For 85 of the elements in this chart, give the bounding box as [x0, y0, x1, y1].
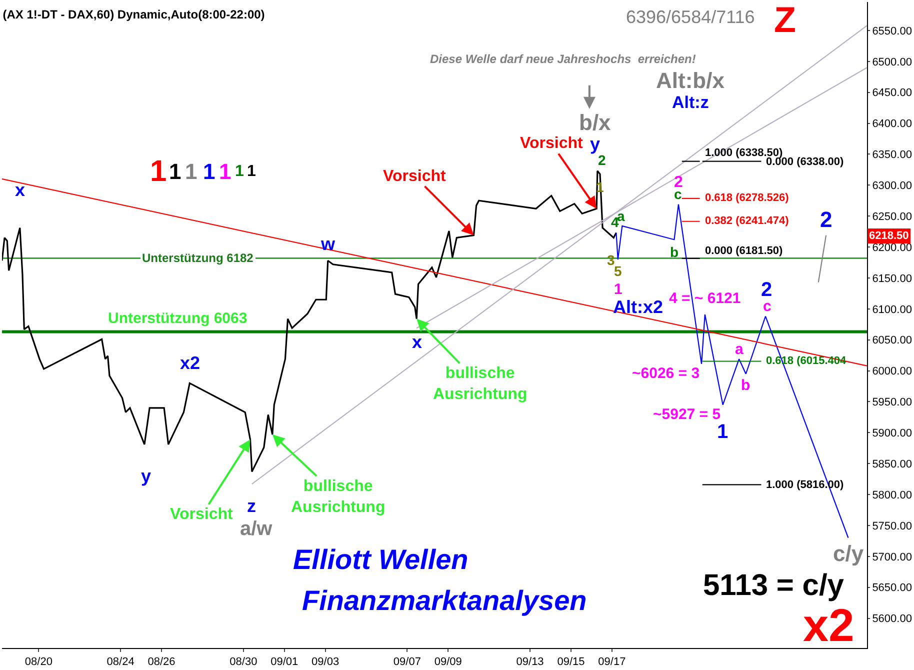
annotation: 0.618 (6278.526): [705, 192, 790, 204]
y-tick-label: 5750.00: [872, 520, 912, 532]
annotation: b: [670, 244, 679, 260]
x-tick-label: 09/13: [516, 656, 544, 668]
annotation: bullische Ausrichtung: [433, 365, 528, 403]
annotation: 5113 = c/y: [703, 569, 844, 602]
annotation: b: [741, 377, 750, 394]
y-tick-label: 6200.00: [872, 242, 912, 254]
annotation: 5: [614, 263, 622, 279]
annotation: Z: [774, 0, 796, 40]
y-tick-label: 6550.00: [872, 25, 912, 38]
annotation: Alt:z: [672, 93, 709, 112]
x-tick-label: 09/01: [270, 656, 298, 668]
y-tick-label: 5850.00: [872, 458, 912, 470]
y-tick-label: 5600.00: [872, 613, 912, 626]
annotation: 1: [169, 159, 182, 184]
annotation: b/x: [579, 110, 612, 135]
annotation: 1: [247, 163, 256, 180]
annotation: 1: [614, 281, 622, 298]
annotation: Elliott Wellen: [293, 544, 468, 575]
annotation: c: [763, 298, 772, 315]
annotation: x: [412, 332, 422, 352]
annotation: a/w: [240, 518, 273, 540]
annotation: Alt:x2: [613, 297, 664, 317]
y-tick-label: 6050.00: [872, 334, 912, 347]
y-tick-label: 5800.00: [872, 489, 912, 502]
x-tick-label: 09/17: [598, 656, 626, 668]
annotation: 1: [203, 159, 216, 184]
ref-line-label: Unterstützung 6063: [108, 310, 248, 327]
annotation: 0.000 (6181.50): [705, 245, 784, 257]
annotation: 4: [611, 214, 619, 230]
annotation: 2: [598, 152, 606, 168]
y-tick-label: 5950.00: [872, 396, 912, 409]
x-tick-label: 08/20: [24, 656, 52, 668]
annotation: Vorsicht: [383, 168, 446, 185]
annotation: 1.000 (6338.50): [705, 147, 784, 159]
x-tick-label: 09/07: [393, 656, 421, 668]
annotation: a: [735, 341, 744, 358]
x-tick-label: 09/15: [557, 656, 585, 668]
x-tick-label: 08/30: [230, 656, 258, 668]
y-tick-label: 6150.00: [872, 272, 912, 285]
annotation: x2: [180, 353, 200, 373]
ref-line-label: Unterstützung 6182: [142, 251, 254, 265]
y-tick-label: 6000.00: [872, 366, 912, 378]
annotation: 1: [150, 155, 167, 188]
y-tick-label: 6350.00: [872, 149, 912, 162]
annotation: 0.382 (6241.474): [705, 215, 790, 227]
annotation: 1: [185, 159, 198, 184]
annotation: 2: [820, 207, 832, 232]
text: (AX 1!-DT - DAX,60) Dynamic,Auto(8:00-22:00): [2, 7, 265, 22]
y-tick-label: 6300.00: [872, 180, 912, 192]
annotation: ~6026 = 3: [632, 365, 700, 382]
x-tick-label: 09/09: [434, 656, 462, 668]
y-tick-label: 6100.00: [872, 304, 912, 316]
annotation: y: [590, 134, 600, 154]
annotation: y: [141, 466, 152, 486]
y-tick-label: 6500.00: [872, 56, 912, 68]
text: 6218.50: [869, 230, 909, 242]
y-tick-label: 6400.00: [872, 118, 912, 130]
annotation: w: [320, 234, 336, 254]
annotation: c/y: [833, 541, 864, 566]
x-tick-label: 09/03: [312, 656, 340, 668]
x-tick-label: 08/26: [148, 656, 176, 668]
y-tick-label: 5900.00: [872, 428, 912, 440]
y-tick-label: 5650.00: [872, 582, 912, 594]
annotation: Diese Welle darf neue Jahreshochs erreichen!: [430, 52, 696, 66]
annotation: Finanzmarktanalysen: [302, 585, 587, 616]
annotation: 6396/6584/7116: [626, 7, 755, 27]
annotation: Vorsicht: [520, 135, 584, 152]
annotation: Alt:b/x: [656, 68, 726, 93]
y-tick-label: 5700.00: [872, 551, 912, 564]
annotation: 4 = ~ 6121: [669, 290, 741, 307]
x-tick-label: 08/24: [106, 656, 134, 668]
annotation: 0.000 (6338.00): [766, 156, 844, 168]
annotation: Vorsicht: [170, 506, 234, 523]
annotation: z: [247, 496, 256, 516]
annotation: 1: [219, 159, 232, 184]
annotation: 1: [717, 421, 728, 443]
annotation: 2: [761, 279, 772, 301]
annotation: ~5927 = 5: [653, 406, 721, 423]
annotation: bullische Ausrichtung: [291, 478, 386, 516]
y-tick-label: 6450.00: [872, 87, 912, 100]
y-tick-label: 6250.00: [872, 210, 912, 223]
annotation: 1: [235, 163, 244, 180]
annotation: x: [15, 180, 26, 200]
